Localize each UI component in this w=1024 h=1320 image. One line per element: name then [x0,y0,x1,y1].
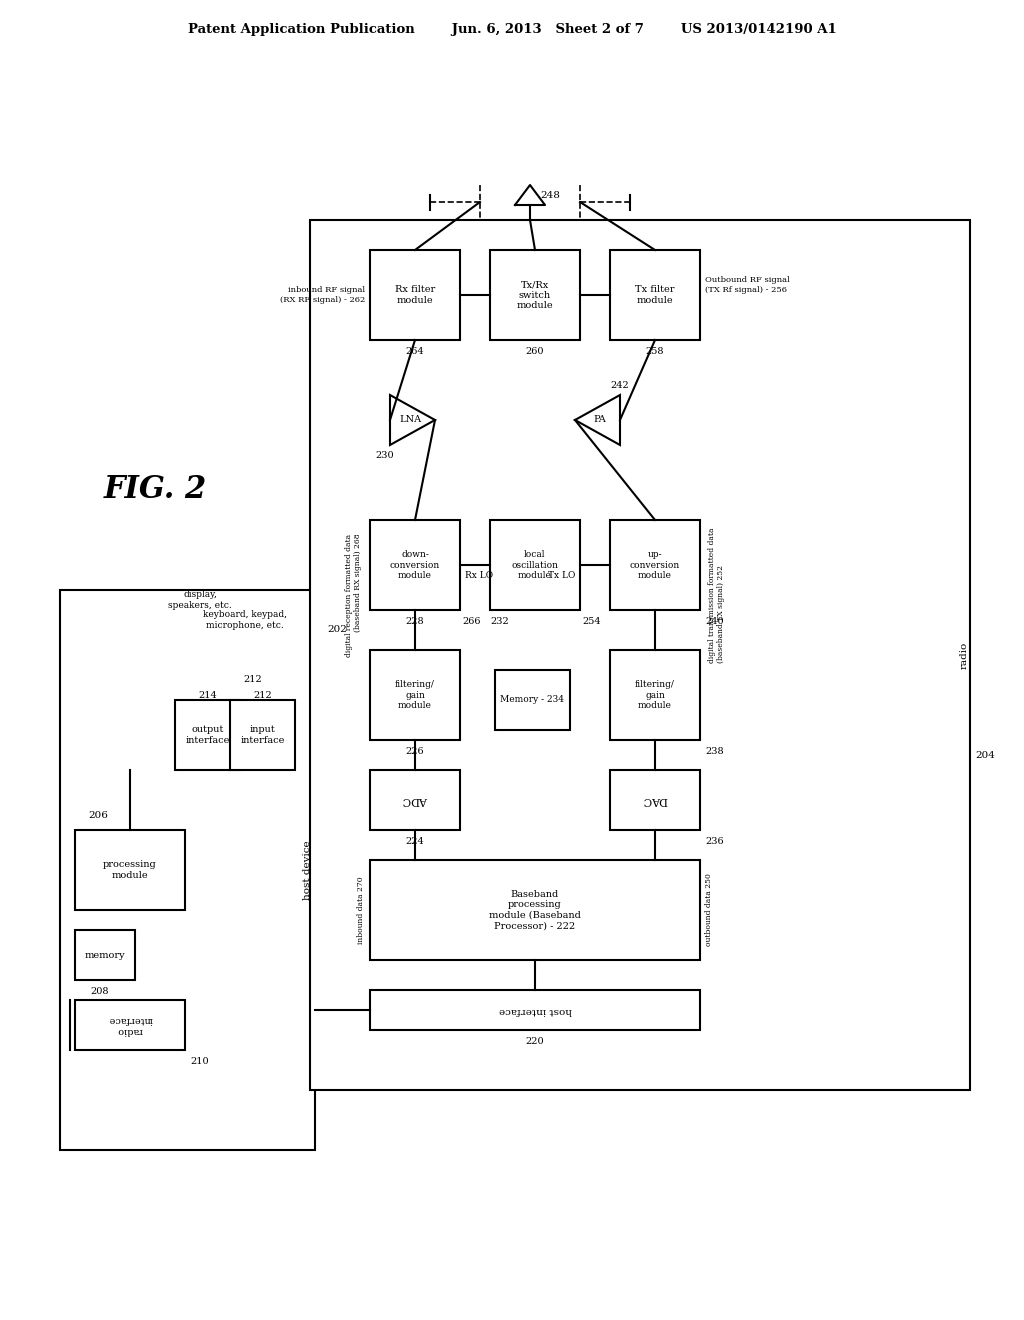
FancyBboxPatch shape [610,520,700,610]
Text: radio
interface: radio interface [108,1015,153,1035]
Text: Rx filter
module: Rx filter module [395,285,435,305]
Text: Outbound RF signal
(TX Rf signal) - 256: Outbound RF signal (TX Rf signal) - 256 [705,276,790,293]
Text: DAC: DAC [642,795,668,805]
Text: 266: 266 [462,618,480,627]
Text: 230: 230 [376,450,394,459]
FancyBboxPatch shape [370,520,460,610]
Text: 248: 248 [540,190,560,199]
Text: 232: 232 [490,618,509,627]
Text: 260: 260 [525,347,544,356]
Text: ADC: ADC [402,795,428,805]
FancyBboxPatch shape [370,990,700,1030]
Text: up-
conversion
module: up- conversion module [630,550,680,579]
Text: PA: PA [594,416,606,425]
FancyBboxPatch shape [175,700,240,770]
Text: 210: 210 [190,1057,209,1067]
Text: memory: memory [85,950,125,960]
Text: FIG. 2: FIG. 2 [103,474,207,506]
Text: 226: 226 [406,747,424,756]
Text: 242: 242 [610,380,630,389]
Text: output
interface: output interface [185,725,229,744]
FancyBboxPatch shape [370,649,460,741]
Text: inbound RF signal
(RX RF signal) - 262: inbound RF signal (RX RF signal) - 262 [280,286,365,304]
Text: 220: 220 [525,1038,545,1047]
Text: Patent Application Publication        Jun. 6, 2013   Sheet 2 of 7        US 2013: Patent Application Publication Jun. 6, 2… [187,24,837,37]
Text: 214: 214 [198,690,217,700]
Text: radio: radio [959,642,969,669]
FancyBboxPatch shape [230,700,295,770]
FancyBboxPatch shape [370,861,700,960]
Text: filtering/
gain
module: filtering/ gain module [635,680,675,710]
Text: Tx filter
module: Tx filter module [635,285,675,305]
Text: 240: 240 [705,618,724,627]
Text: 206: 206 [88,810,108,820]
FancyBboxPatch shape [75,1001,185,1049]
Text: Baseband
processing
module (Baseband
Processor) - 222: Baseband processing module (Baseband Pro… [489,890,581,931]
Text: Memory - 234: Memory - 234 [501,696,564,705]
Text: processing
module: processing module [103,861,157,879]
FancyBboxPatch shape [490,520,580,610]
FancyBboxPatch shape [75,830,185,909]
Text: down-
conversion
module: down- conversion module [390,550,440,579]
FancyBboxPatch shape [490,249,580,341]
Text: host device: host device [302,841,311,900]
FancyBboxPatch shape [370,249,460,341]
Text: 238: 238 [705,747,724,756]
Polygon shape [390,395,435,445]
Text: 258: 258 [646,347,665,356]
FancyBboxPatch shape [75,931,135,979]
FancyBboxPatch shape [310,220,970,1090]
Text: 204: 204 [975,751,995,759]
Text: 208: 208 [91,987,110,997]
Text: outbound data 250: outbound data 250 [705,874,713,946]
Text: filtering/
gain
module: filtering/ gain module [395,680,435,710]
Text: keyboard, keypad,
microphone, etc.: keyboard, keypad, microphone, etc. [203,610,287,630]
Text: Tx LO: Tx LO [548,570,575,579]
Text: 236: 236 [705,837,724,846]
Text: local
oscillation
module: local oscillation module [512,550,558,579]
FancyBboxPatch shape [60,590,315,1150]
Text: 212: 212 [253,690,272,700]
Text: 228: 228 [406,618,424,627]
Text: digital transmission formatted data
(baseband TX signal) 252: digital transmission formatted data (bas… [708,527,725,663]
Text: 224: 224 [406,837,424,846]
Text: 264: 264 [406,347,424,356]
Text: LNA: LNA [399,416,421,425]
Text: display,
speakers, etc.: display, speakers, etc. [168,590,231,610]
FancyBboxPatch shape [610,649,700,741]
Polygon shape [575,395,620,445]
Text: inbound data 270: inbound data 270 [357,876,365,944]
Text: host interface: host interface [499,1006,571,1015]
FancyBboxPatch shape [610,249,700,341]
Text: Tx/Rx
switch
module: Tx/Rx switch module [517,280,553,310]
Text: digital reception formatted data
(baseband RX signal) 268: digital reception formatted data (baseba… [345,533,362,656]
Text: 212: 212 [243,676,262,685]
FancyBboxPatch shape [610,770,700,830]
FancyBboxPatch shape [495,671,570,730]
Text: 202: 202 [327,626,347,635]
Text: 254: 254 [582,618,601,627]
Text: Rx LO: Rx LO [465,570,494,579]
Text: input
interface: input interface [241,725,285,744]
FancyBboxPatch shape [370,770,460,830]
